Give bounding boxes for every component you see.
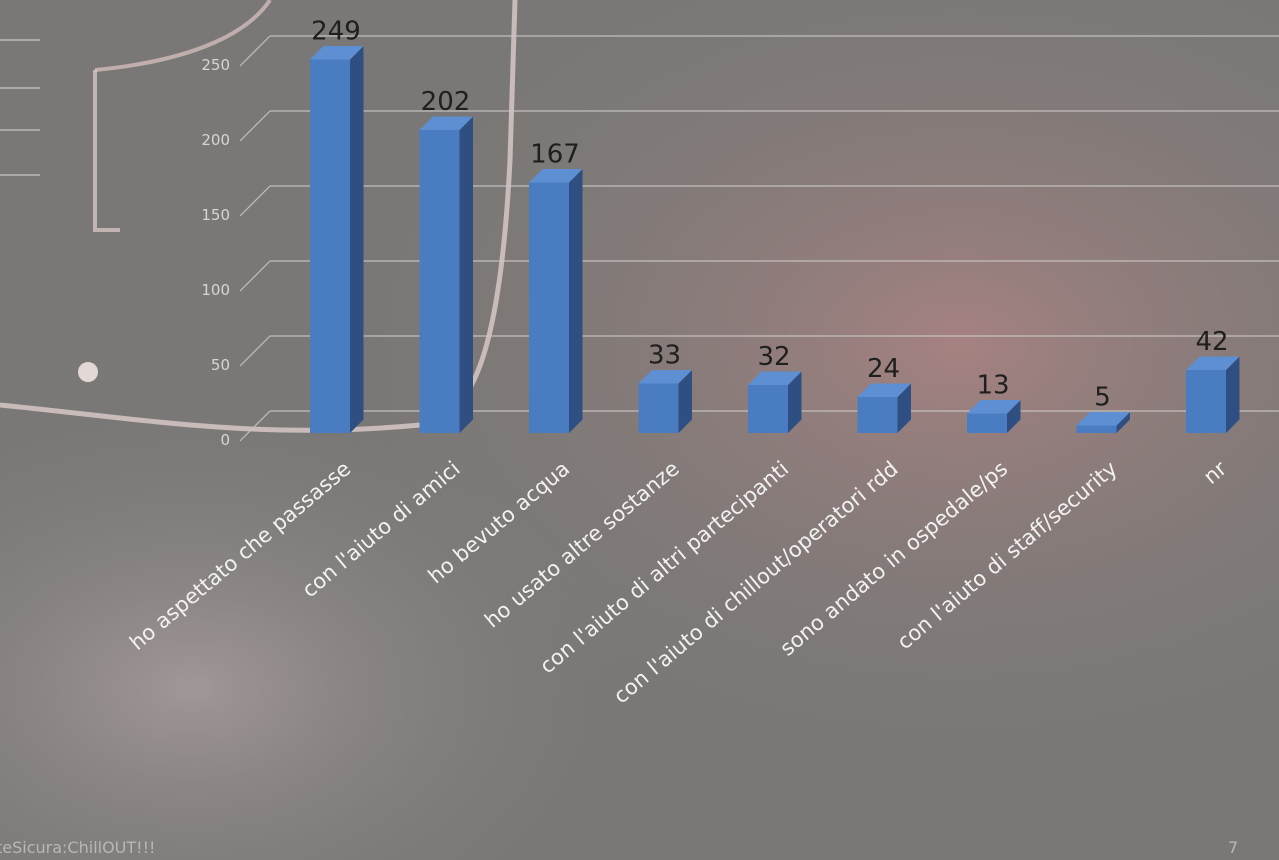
bar-front [748,385,788,433]
bar-top [967,400,1021,414]
y-tick-label: 250 [201,56,230,74]
data-label: 167 [530,140,580,170]
data-label: 24 [867,354,900,384]
slide-footer-text: teSicura:ChillOUT!!! [0,838,156,857]
bar-side [569,169,583,433]
bar-top [857,383,911,397]
gridline-side [239,185,271,217]
data-label: 32 [757,342,790,372]
bar-side [788,371,802,433]
bar-side [459,116,473,433]
category-label: con l'aiuto di staff/security [893,456,1122,654]
bar [638,370,692,433]
gridline-side [239,260,271,292]
bar-front [638,383,679,433]
bar-top [638,370,692,384]
bar-side [678,370,692,433]
bar-side [1007,400,1021,433]
bar-top [529,169,583,183]
bar-front [857,397,898,433]
bar-front [967,413,1007,433]
bar [1186,356,1240,433]
bar-front [1076,425,1117,433]
bar-top [1186,356,1240,370]
data-labels: 249 202 167 33 32 24 13 5 42 [311,17,1228,413]
bar [529,169,583,433]
y-tick-label: 200 [201,131,230,149]
bar-side [350,46,364,433]
category-labels: ho aspettato che passasse con l'aiuto di … [125,456,1231,708]
gridline-side [239,35,271,67]
bar-front [310,59,350,433]
bars [310,46,1240,433]
bar [967,400,1021,433]
y-tick-label: 150 [201,206,230,224]
bar [1076,412,1130,433]
y-tick-label: 0 [220,431,230,449]
bar-top [419,116,473,130]
slide-page-number: 7 [1228,838,1239,857]
data-label: 13 [976,371,1009,401]
data-label: 42 [1195,327,1228,357]
y-tick-label: 100 [201,281,230,299]
bar-top [310,46,364,60]
bar-side [1116,412,1130,433]
bar [857,383,911,433]
bar-front [419,130,460,433]
y-tick-label: 50 [211,356,230,374]
y-axis-ticks: 0 50 100 150 200 250 [201,56,230,449]
category-label: nr [1199,456,1232,489]
category-label: ho usato altre sostanze [480,456,683,632]
category-label: ho aspettato che passasse [125,456,355,654]
gridline-side [239,335,271,367]
bar [310,46,364,433]
bar-side [1226,356,1240,433]
gridline-side [239,410,271,442]
category-label: sono andato in ospedale/ps [775,456,1012,660]
data-label: 33 [648,341,681,371]
bar-front [529,182,569,433]
bar [419,116,473,433]
gridline-side [239,110,271,142]
bar-top [1076,412,1130,426]
bar-side [897,383,911,433]
bar-front [1186,370,1226,433]
data-label: 202 [421,87,471,117]
data-label: 5 [1094,383,1111,413]
data-label: 249 [311,17,361,47]
bar [748,371,802,433]
bar-top [748,371,802,385]
